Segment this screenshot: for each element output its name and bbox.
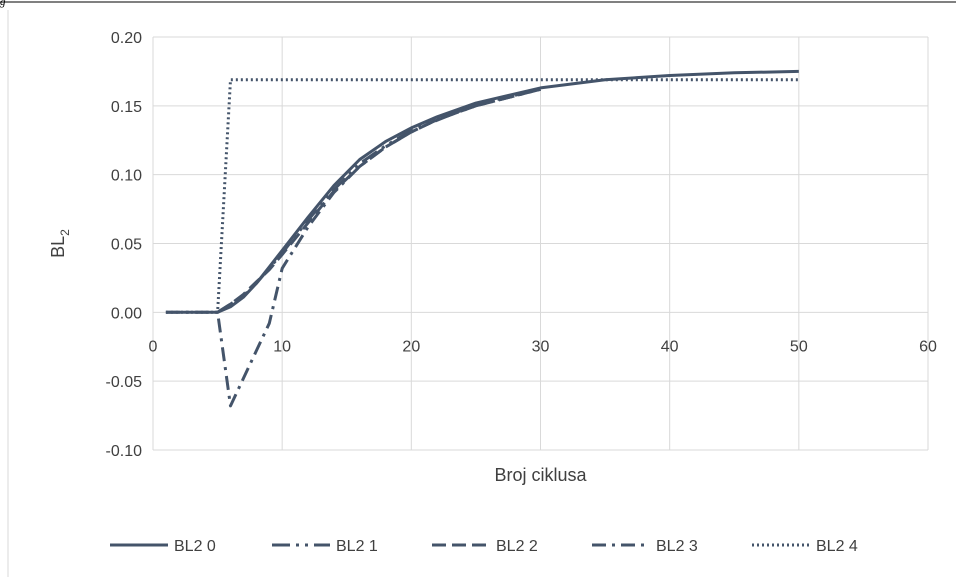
y-tick-label: -0.05 <box>106 374 143 391</box>
x-tick-label: 50 <box>790 338 808 355</box>
x-axis-title: Broj ciklusa <box>494 465 587 485</box>
x-tick-label: 30 <box>532 338 550 355</box>
y-tick-label: -0.10 <box>106 443 143 460</box>
y-tick-label: 0.10 <box>111 168 142 185</box>
legend-label: BL2 0 <box>174 538 216 555</box>
series-line <box>165 69 799 314</box>
y-tick-label: 0.05 <box>111 237 142 254</box>
series-line <box>165 87 541 408</box>
x-tick-label: 20 <box>402 338 420 355</box>
y-axis-title: BL2 <box>48 229 72 258</box>
figure-number: g <box>0 0 6 8</box>
y-tick-label: 0.15 <box>111 99 142 116</box>
legend-label: BL2 2 <box>496 538 538 555</box>
legend-label: BL2 4 <box>816 538 858 555</box>
series-line <box>216 87 541 314</box>
series-line <box>165 78 799 314</box>
x-tick-label: 60 <box>919 338 937 355</box>
x-tick-label: 0 <box>149 338 158 355</box>
x-tick-label: 10 <box>273 338 291 355</box>
y-tick-label: 0.20 <box>111 30 142 47</box>
series-line <box>216 87 541 314</box>
legend-label: BL2 1 <box>336 538 378 555</box>
x-tick-label: 40 <box>661 338 679 355</box>
y-tick-label: 0.00 <box>111 305 142 322</box>
legend-label: BL2 3 <box>656 538 698 555</box>
